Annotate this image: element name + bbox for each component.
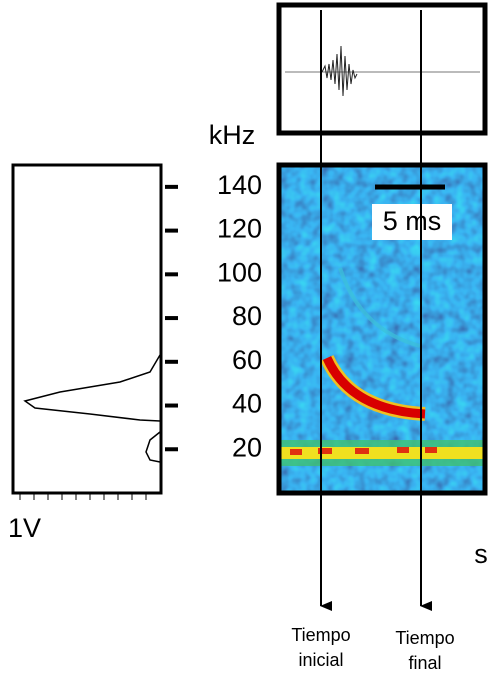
spectrum-panel: 1V bbox=[8, 163, 163, 543]
marker-label: Tiempo bbox=[291, 625, 350, 645]
y-tick-label: 20 bbox=[232, 432, 262, 462]
marker-label: inicial bbox=[298, 650, 343, 670]
scale-bar-label: 5 ms bbox=[383, 206, 442, 236]
y-tick-label: 40 bbox=[232, 389, 262, 419]
y-tick-label: 60 bbox=[232, 345, 262, 375]
y-tick-label: 100 bbox=[217, 257, 262, 287]
spectrum-label: 1V bbox=[8, 513, 41, 543]
y-tick-label: 80 bbox=[232, 301, 262, 331]
marker-label: Tiempo bbox=[395, 628, 454, 648]
marker-label: final bbox=[408, 653, 441, 673]
x-axis-label: s bbox=[474, 539, 488, 569]
y-tick-label: 120 bbox=[217, 214, 262, 244]
waveform-panel bbox=[276, 2, 488, 136]
y-tick-label: 140 bbox=[217, 170, 262, 200]
spectrogram-panel: 5 ms bbox=[276, 162, 488, 496]
y-axis-label: kHz bbox=[209, 120, 256, 150]
